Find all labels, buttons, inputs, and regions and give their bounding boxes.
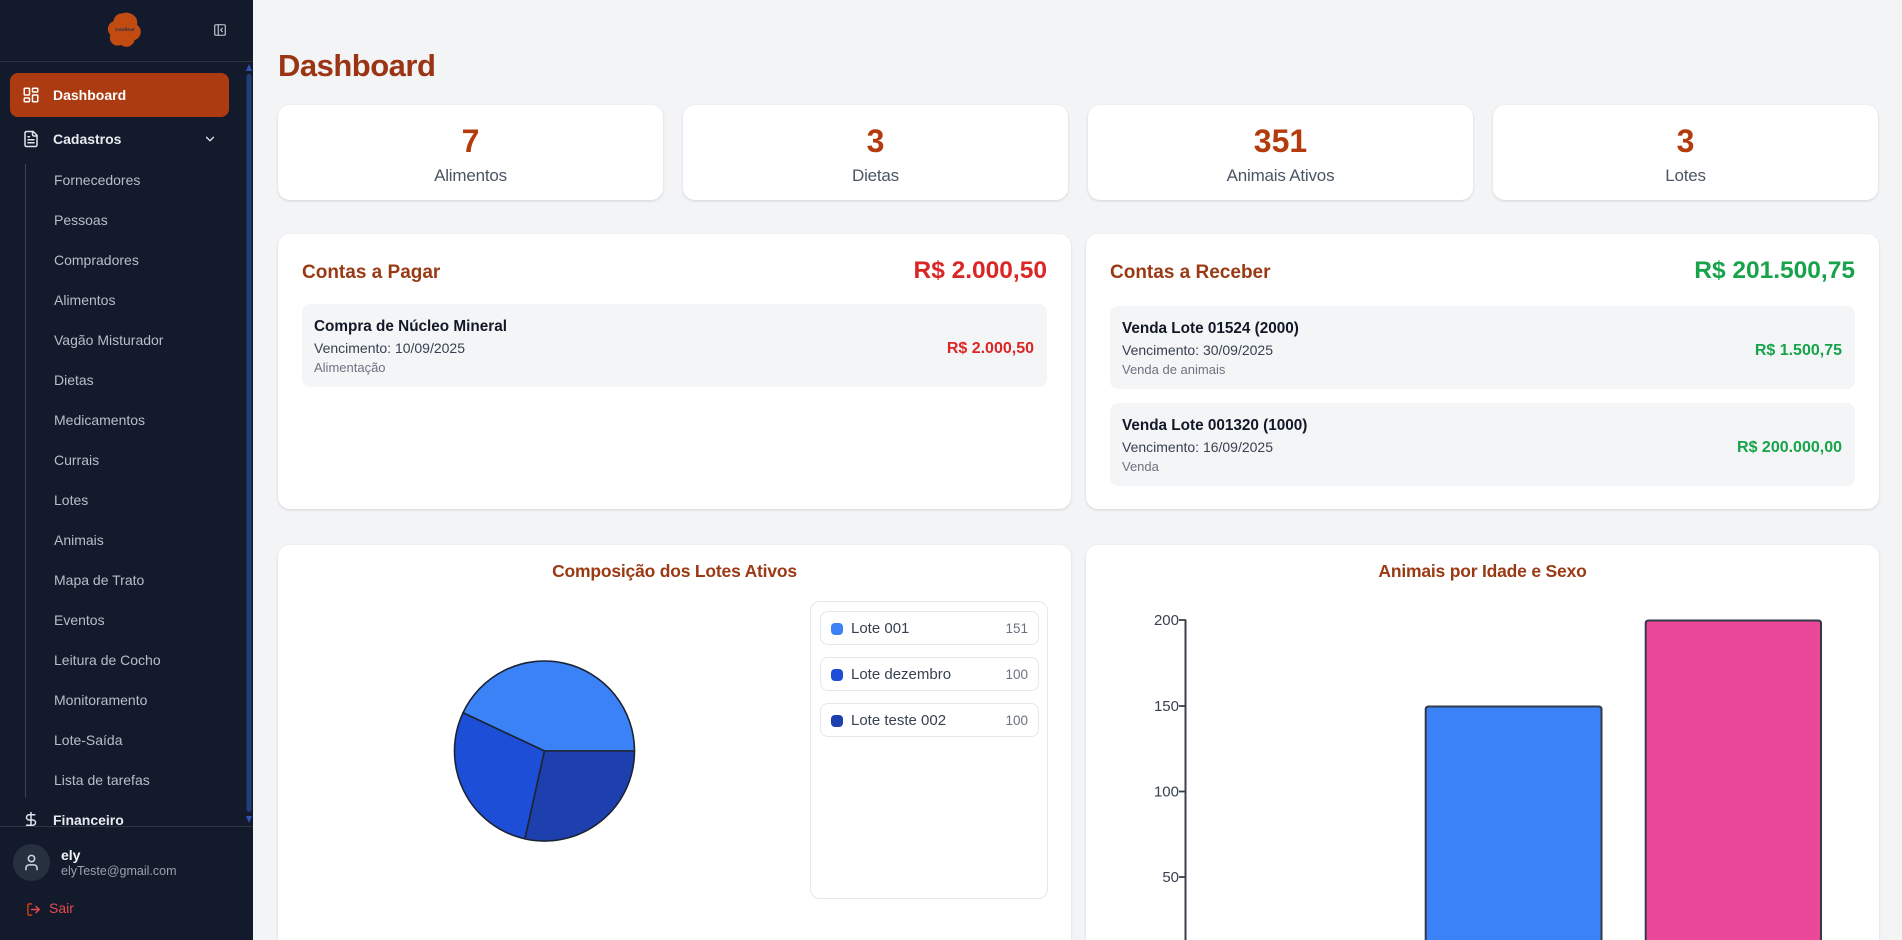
svg-text:50: 50	[1162, 869, 1179, 886]
svg-text:200: 200	[1154, 612, 1179, 629]
svg-text:150: 150	[1154, 698, 1179, 715]
svg-text:100: 100	[1154, 784, 1179, 801]
